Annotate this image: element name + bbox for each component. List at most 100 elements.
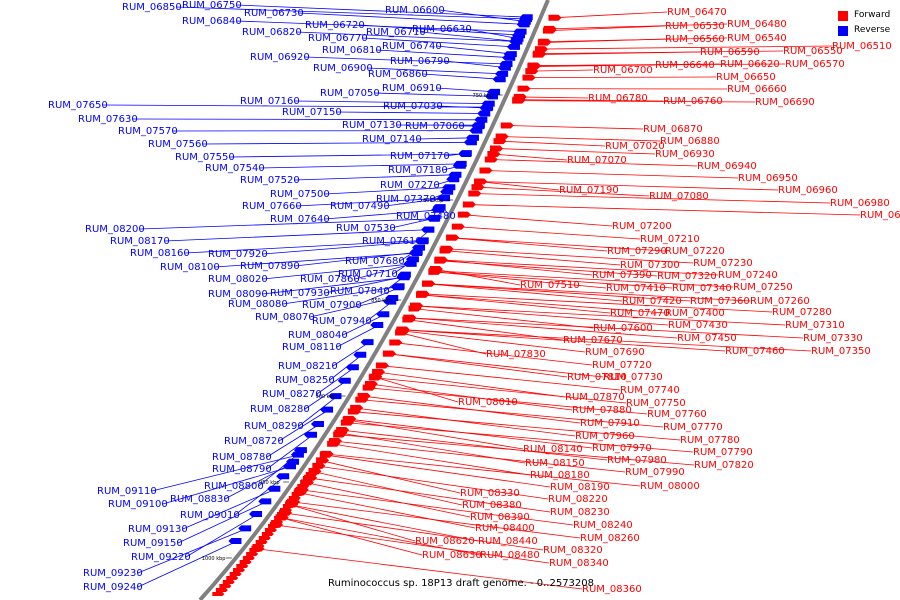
forward-gene-feature: [457, 211, 471, 218]
forward-gene-label: RUM_06870: [643, 124, 703, 135]
reverse-connector: [342, 313, 386, 336]
forward-gene-label: RUM_07720: [592, 360, 652, 371]
forward-gene-label: RUM_07070: [567, 155, 627, 166]
reverse-connector: [359, 24, 522, 36]
reverse-gene-label: RUM_07500: [270, 189, 330, 200]
reverse-gene-feature: [426, 215, 440, 222]
forward-gene-label: RUM_08340: [549, 558, 609, 569]
reverse-gene-label: RUM_07840: [330, 286, 390, 297]
reverse-connector: [164, 229, 431, 242]
forward-connector: [412, 308, 594, 329]
forward-gene-feature: [222, 580, 235, 584]
forward-connector: [291, 501, 581, 539]
forward-connector: [312, 470, 463, 506]
forward-connector: [400, 330, 586, 353]
reverse-gene-label: RUM_06720: [305, 20, 365, 31]
legend-forward: Forward: [838, 8, 890, 23]
forward-gene-label: RUM_07760: [647, 409, 707, 420]
forward-gene-label: RUM_07420: [622, 296, 682, 307]
reverse-connector: [266, 423, 321, 458]
reverse-gene-label: RUM_07270: [380, 180, 440, 191]
reverse-gene-feature: [345, 364, 359, 371]
reverse-connector: [262, 263, 413, 280]
forward-gene-label: RUM_07970: [592, 443, 652, 454]
reverse-connector: [384, 197, 447, 207]
forward-gene-label: RUM_07430: [668, 320, 728, 331]
reverse-connector: [316, 366, 356, 395]
forward-gene-feature: [525, 68, 539, 75]
forward-gene-label: RUM_08390: [470, 512, 530, 523]
forward-gene-label: RUM_07200: [612, 221, 672, 232]
reverse-gene-label: RUM_06820: [242, 27, 302, 38]
forward-gene-label: RUM_07510: [520, 280, 580, 291]
forward-gene-label: RUM_07990: [625, 467, 685, 478]
reverse-connector: [324, 209, 441, 220]
forward-gene-feature: [239, 560, 252, 564]
reverse-gene-label: RUM_06770: [308, 33, 368, 44]
forward-gene-label: RUM_07880: [572, 405, 632, 416]
forward-gene-label: RUM_06560: [665, 34, 725, 45]
forward-gene-label: RUM_07670: [563, 335, 623, 346]
reverse-gene-feature: [421, 226, 435, 233]
reverse-connector: [278, 409, 330, 442]
reverse-gene-label: RUM_06600: [385, 5, 445, 16]
reverse-gene-label: RUM_09240: [83, 582, 143, 593]
reverse-gene-feature: [477, 110, 491, 117]
forward-gene-feature: [268, 524, 281, 528]
reverse-gene-label: RUM_06920: [250, 52, 310, 63]
forward-gene-feature: [471, 184, 485, 191]
forward-connector: [324, 453, 641, 487]
reverse-connector: [137, 528, 248, 574]
forward-connector: [366, 387, 648, 415]
reverse-gene-label: RUM_07050: [320, 88, 380, 99]
reverse-gene-label: RUM_07160: [240, 96, 300, 107]
reverse-gene-feature: [458, 151, 472, 157]
reverse-connector: [176, 6, 528, 20]
forward-gene-feature: [487, 150, 501, 157]
forward-connector: [517, 96, 589, 99]
forward-connector: [438, 260, 658, 277]
forward-gene-label: RUM_08180: [530, 470, 590, 481]
reverse-gene-label: RUM_07180: [388, 165, 448, 176]
forward-connector: [443, 250, 621, 266]
gene-features: [212, 14, 562, 596]
forward-connector: [504, 125, 644, 130]
forward-connector: [537, 50, 784, 55]
reverse-gene-label: RUM_06750: [182, 0, 242, 11]
reverse-gene-label: RUM_09130: [128, 524, 188, 535]
forward-gene-label: RUM_07260: [750, 296, 810, 307]
forward-gene-label: RUM_07750: [626, 398, 686, 409]
forward-gene-feature: [535, 46, 549, 53]
reverse-gene-feature: [276, 473, 290, 480]
reverse-gene-label: RUM_07930: [270, 288, 330, 299]
reverse-gene-feature: [376, 311, 390, 318]
forward-connector: [438, 259, 719, 276]
reverse-gene-label: RUM_07940: [312, 316, 372, 327]
forward-gene-label: RUM_07410: [606, 283, 666, 294]
forward-connector: [379, 365, 621, 391]
reverse-connector: [259, 163, 463, 169]
forward-gene-label: RUM_07340: [672, 283, 732, 294]
forward-connector: [529, 69, 594, 72]
forward-gene-feature: [261, 532, 274, 536]
reverse-gene-feature: [437, 195, 451, 202]
forward-connector: [346, 419, 524, 450]
forward-connector: [368, 383, 573, 411]
forward-gene-feature: [512, 97, 526, 104]
forward-gene-feature: [282, 504, 295, 508]
reverse-gene-label: RUM_07530: [336, 223, 396, 234]
forward-gene-feature: [334, 429, 348, 436]
reverse-connector: [336, 111, 487, 114]
reverse-connector: [132, 118, 484, 121]
forward-gene-label: RUM_07300: [620, 260, 680, 271]
forward-connector: [466, 204, 861, 216]
genome-backbone: [198, 0, 550, 600]
reverse-gene-feature: [403, 260, 417, 267]
reverse-gene-label: RUM_08080: [228, 299, 288, 310]
tick-label: 950 kbp: [259, 480, 279, 486]
reverse-connector: [304, 380, 348, 410]
reverse-connector: [324, 276, 406, 294]
legend-forward-swatch: [838, 10, 848, 21]
tick-label: 1000 kbp: [202, 556, 226, 562]
reverse-connector: [294, 174, 458, 181]
